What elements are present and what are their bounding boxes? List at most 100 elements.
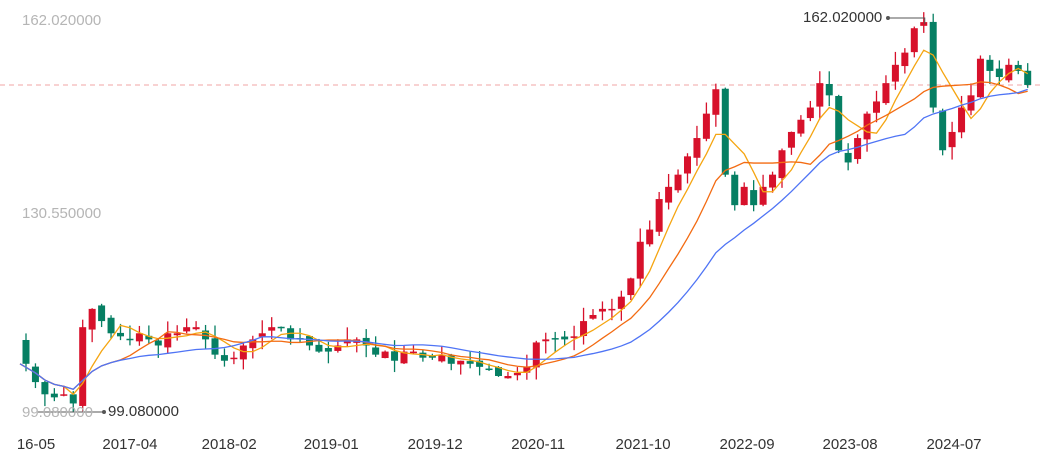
candle-up [740, 186, 748, 206]
candle-up [400, 351, 408, 364]
candle-down [929, 21, 937, 108]
y-axis-label-max: 162.020000 [22, 12, 102, 29]
candle-down [731, 174, 739, 206]
min-price-marker: 99.080000 [108, 403, 179, 420]
candle-up [438, 354, 446, 362]
candle-up [457, 360, 465, 365]
candle-up [504, 375, 512, 379]
candle-down [447, 355, 455, 364]
candle-up [523, 366, 531, 373]
candle-down [277, 326, 285, 329]
candle-up [60, 394, 68, 396]
candle-up [806, 107, 814, 119]
candle-up [882, 83, 890, 104]
candle-down [154, 340, 162, 346]
candle-up [88, 308, 96, 330]
candle-down [22, 339, 30, 364]
candle-down [485, 368, 493, 371]
candle-up [249, 339, 257, 349]
candle-down [41, 382, 49, 395]
candle-down [324, 347, 332, 352]
x-tick-label: 2019-12 [407, 436, 463, 453]
candle-up [702, 113, 710, 139]
candle-up [684, 156, 691, 174]
candle-up [655, 199, 663, 232]
candle-down [428, 355, 436, 358]
candle-up [192, 327, 200, 330]
ma20-line [19, 88, 1028, 390]
candle-down [145, 335, 153, 340]
candle-down [561, 336, 569, 340]
candle-down [107, 317, 115, 334]
candle-down [391, 351, 399, 361]
candle-up [173, 333, 181, 336]
candle-up [230, 357, 238, 360]
candle-up [854, 138, 862, 160]
min-marker-dot [102, 410, 106, 414]
candle-up [665, 186, 673, 203]
candle-down [31, 366, 39, 383]
candle-up [589, 314, 597, 319]
candle-up [334, 345, 342, 351]
candle-up [863, 113, 871, 140]
candle-up [513, 372, 521, 376]
candle-down [844, 152, 852, 163]
candle-down [211, 338, 219, 355]
candle-down [306, 336, 313, 346]
candle-down [995, 68, 1003, 78]
candle-up [409, 351, 417, 354]
x-tick-label: 2023-08 [822, 436, 878, 453]
candle-up [769, 174, 777, 188]
candle-up [617, 296, 625, 309]
candle-down [220, 355, 228, 361]
candle-down [315, 344, 323, 352]
candle-down [835, 95, 843, 151]
candle-down [986, 59, 994, 71]
candle-up [135, 333, 143, 342]
candle-down [476, 360, 484, 367]
candle-down [126, 338, 134, 341]
x-tick-label: 2019-01 [303, 436, 359, 453]
max-marker-leader [888, 17, 926, 24]
candle-up [910, 28, 918, 53]
ma10-line [19, 81, 1028, 390]
candle-down [50, 393, 58, 398]
candle-up [608, 308, 616, 311]
candle-up [778, 150, 786, 179]
candle-down [750, 190, 758, 206]
candle-up [542, 339, 550, 342]
candle-up [976, 58, 984, 98]
candle-up [674, 174, 682, 191]
candle-down [372, 347, 380, 355]
x-tick-label: 2020-11 [511, 436, 566, 453]
candle-down [117, 332, 124, 337]
candle-up [693, 138, 701, 158]
x-tick-label: 16-05 [16, 436, 56, 453]
candle-down [69, 394, 77, 404]
candle-down [495, 367, 502, 376]
candle-up [580, 321, 588, 337]
candle-up [873, 101, 880, 113]
candle-up [164, 333, 172, 348]
candle-up [239, 345, 247, 360]
max-price-marker: 162.020000 [803, 9, 883, 26]
candle-down [1024, 70, 1032, 85]
x-tick-label: 2022-09 [719, 436, 775, 453]
candle-up [381, 351, 389, 359]
max-marker-dot [886, 16, 890, 20]
candle-up [958, 107, 966, 133]
x-tick-label: 2018-02 [201, 436, 257, 453]
candle-up [948, 131, 956, 148]
candle-up [532, 342, 540, 368]
y-axis-label-min: 99.080000 [22, 404, 93, 421]
candle-up [258, 333, 266, 337]
candle-up [816, 83, 824, 107]
candle-up [598, 308, 606, 312]
candle-up [79, 327, 87, 406]
candle-up [268, 327, 276, 331]
candle-up [797, 119, 805, 134]
candle-up [712, 89, 720, 115]
candle-up [636, 241, 644, 279]
candle-down [466, 361, 474, 364]
